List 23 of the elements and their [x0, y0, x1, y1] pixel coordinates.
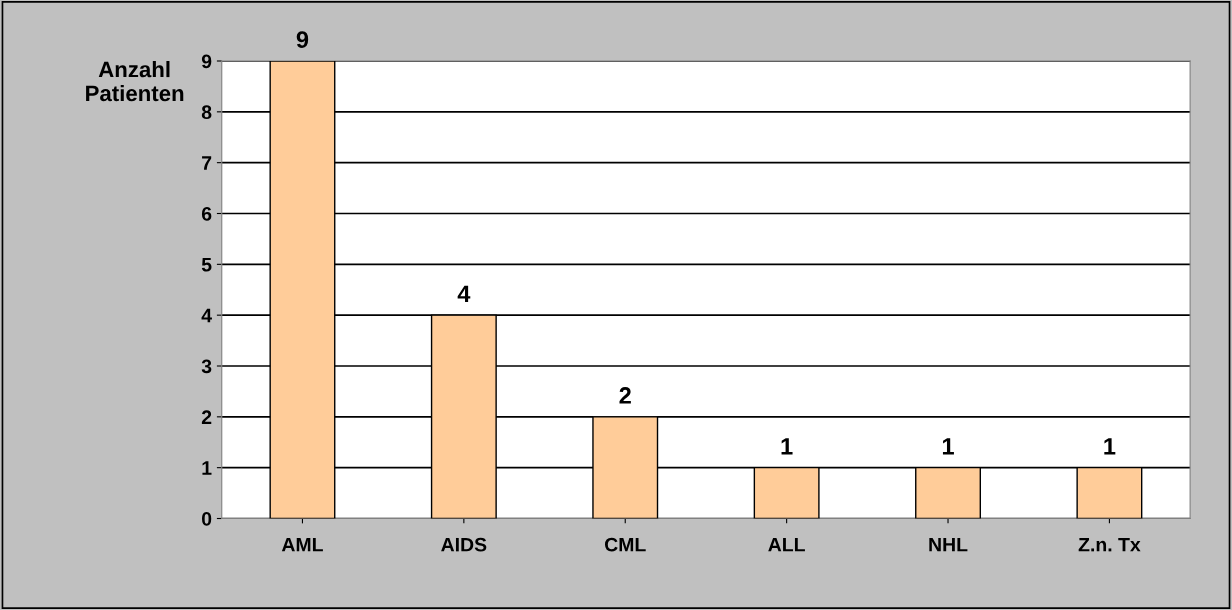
- data-label: 1: [781, 438, 793, 455]
- data-label: 9: [296, 31, 309, 48]
- data-label: 2: [619, 387, 631, 404]
- x-tick-label: AIDS: [441, 537, 487, 552]
- x-tick-label: NHL: [929, 537, 968, 552]
- x-tick-label: AML: [281, 537, 323, 552]
- y-tick-label: 4: [201, 308, 212, 323]
- data-label: 4: [457, 285, 471, 302]
- y-tick-label: 0: [201, 511, 212, 526]
- y-tick-label: 6: [201, 206, 212, 221]
- y-tick-label: 7: [202, 156, 212, 170]
- y-axis-title: Anzahl Patienten: [86, 61, 184, 102]
- x-tick-label: Z.n. Tx: [1078, 537, 1141, 552]
- y-tick-label: 9: [201, 54, 212, 69]
- x-tick-label: ALL: [768, 537, 805, 552]
- y-tick-label: 2: [201, 410, 212, 424]
- data-label: 1: [942, 438, 954, 455]
- data-label: 1: [1104, 438, 1116, 455]
- y-tick-label: 1: [202, 461, 212, 475]
- y-tick-label: 8: [201, 105, 212, 120]
- y-tick-label: 3: [201, 359, 212, 374]
- x-tick-label: CML: [604, 537, 646, 552]
- y-tick-label: 5: [201, 258, 212, 272]
